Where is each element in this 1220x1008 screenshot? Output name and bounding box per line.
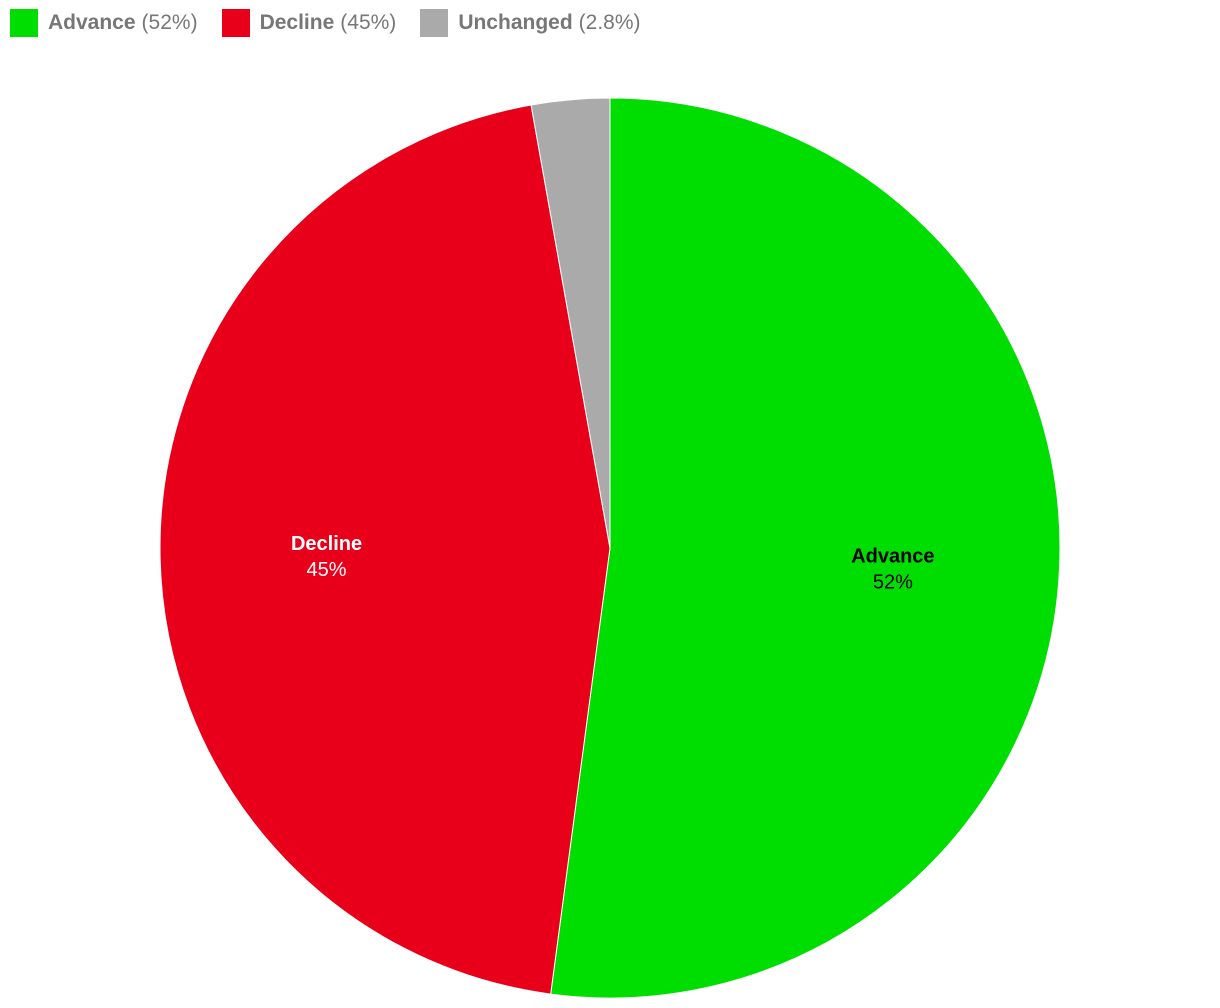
legend-item-advance[interactable]: Advance (52%) <box>10 9 198 37</box>
slice-label-percent: 45% <box>307 559 347 581</box>
pie-slice-unchanged[interactable] <box>530 97 611 549</box>
legend-percent: (2.8%) <box>578 11 641 34</box>
legend-item-unchanged[interactable]: Unchanged (2.8%) <box>420 9 641 37</box>
legend-swatch <box>221 9 250 37</box>
pie-slice-decline[interactable] <box>159 104 611 995</box>
legend-swatch <box>420 9 449 37</box>
legend: Advance (52%) Decline (45%) Unchanged (2… <box>10 9 641 37</box>
pie-slice-advance[interactable] <box>550 97 1061 999</box>
slice-label-percent: 52% <box>873 572 913 594</box>
legend-percent: (52%) <box>141 11 198 34</box>
legend-percent: (45%) <box>340 11 397 34</box>
legend-label: Unchanged <box>458 11 573 34</box>
legend-label: Decline <box>259 11 335 34</box>
slice-label-name: Decline <box>291 533 362 555</box>
legend-swatch <box>10 9 38 37</box>
legend-label: Advance <box>48 11 136 34</box>
slice-label-name: Advance <box>851 546 934 568</box>
legend-item-decline[interactable]: Decline (45%) <box>221 9 397 37</box>
